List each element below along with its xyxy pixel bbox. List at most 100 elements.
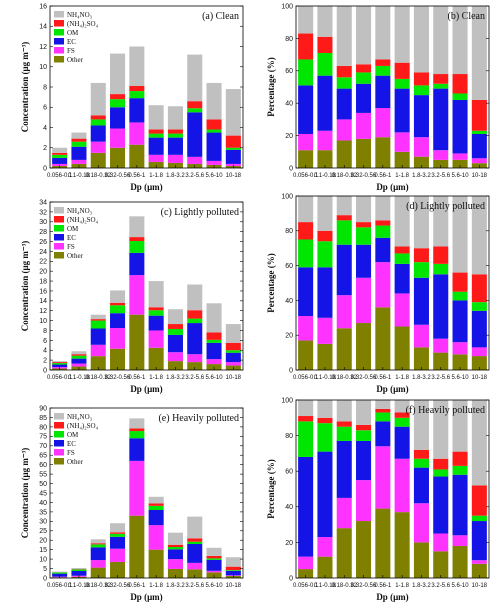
x-tick-label: 0.56-1 [128, 583, 146, 589]
y-tick-label: 40 [285, 101, 293, 108]
bar-a-4-s4 [129, 85, 145, 92]
bar-f-0-s3 [298, 421, 314, 457]
bar-c-5-s5 [148, 281, 164, 308]
bar-e-6-s1 [167, 559, 183, 569]
x-tick-label: 1.8-3.2 [166, 375, 185, 381]
x-tick-label: 1.8-3.2 [166, 583, 185, 589]
panel-b: 0204060801000.056-0.10.1-0.180.18-0.320.… [266, 3, 490, 192]
bar-b-6-s3 [413, 85, 429, 96]
bar-d-3-s2 [356, 244, 372, 278]
bars-e [52, 418, 241, 578]
x-tick-label: 3.2-5.6 [185, 375, 204, 381]
legend-label: FS [67, 449, 75, 457]
bar-e-2-s5 [90, 539, 106, 544]
x-tick-label: 1-1.8 [395, 583, 409, 589]
bar-d-2-s4 [336, 215, 352, 221]
panel-title-f: (f) Heavily polluted [406, 405, 485, 416]
x-ticks-b: 0.056-0.10.1-0.180.18-0.320.32-0.560.56-… [293, 165, 488, 179]
bar-f-2-s1 [336, 497, 352, 529]
bar-e-7-s4 [187, 538, 203, 542]
bar-a-6-s3 [167, 133, 183, 138]
y-tick-label: 12 [39, 308, 47, 315]
legend-label: EC [67, 234, 76, 242]
legend-swatch [54, 458, 64, 465]
bar-b-8-s3 [452, 93, 468, 100]
bar-e-5-s0 [148, 549, 164, 578]
bar-f-3-s5 [356, 400, 372, 425]
bar-a-4-s0 [129, 144, 145, 168]
bar-b-1-s1 [317, 130, 333, 151]
bar-d-6-s5 [413, 196, 429, 249]
legend-label: OM [67, 225, 79, 233]
y-ticks-e: 0 5 10 15 20 25 30 35 40 45 50 55 60 65 70 75 80 85 90 [39, 405, 243, 582]
bar-c-5-s2 [148, 315, 164, 331]
bar-d-9-s4 [471, 274, 487, 303]
x-tick-label: 0.32-0.56 [105, 375, 131, 381]
x-tick-label: 1-1.8 [395, 173, 409, 179]
x-axis-label-b: Dp (μm) [376, 182, 408, 192]
bar-b-3-s1 [356, 112, 372, 139]
x-tick-label: 0.56-1 [374, 583, 392, 589]
bar-d-1-s4 [317, 230, 333, 242]
bar-d-5-s5 [394, 196, 410, 247]
bar-a-6-s5 [167, 106, 183, 130]
bar-d-2-s3 [336, 220, 352, 245]
bar-e-0-s5 [52, 571, 68, 573]
bars-c [52, 216, 241, 370]
y-tick-label: 45 [39, 490, 47, 497]
bars-b [298, 6, 487, 168]
bar-f-4-s5 [375, 400, 391, 409]
x-tick-label: 10-18 [472, 583, 488, 589]
bar-a-0-s1 [52, 163, 68, 166]
legend-label: NH₄NO₃ [67, 207, 93, 215]
bar-b-4-s2 [375, 75, 391, 109]
bar-f-8-s2 [452, 474, 468, 536]
bar-a-1-s5 [71, 132, 87, 139]
bar-a-2-s2 [90, 125, 106, 142]
bar-e-7-s2 [187, 544, 203, 563]
bar-b-1-s5 [317, 6, 333, 37]
bar-f-3-s1 [356, 480, 372, 522]
bar-e-6-s0 [167, 568, 183, 578]
bar-d-6-s4 [413, 248, 429, 263]
legend-label: (NH₄)₂SO₄ [67, 216, 99, 224]
y-tick-label: 80 [285, 433, 293, 440]
bar-a-2-s5 [90, 82, 106, 116]
bar-b-1-s3 [317, 52, 333, 76]
bar-b-7-s5 [433, 6, 449, 75]
y-tick-label: 5 [43, 566, 47, 573]
legend-label: NH₄NO₃ [67, 413, 93, 421]
y-tick-label: 35 [39, 509, 47, 516]
bar-c-3-s3 [110, 305, 126, 314]
bar-a-0-s2 [52, 157, 68, 164]
y-tick-label: 80 [39, 424, 47, 431]
x-tick-label: 0.18-0.32 [332, 375, 358, 381]
bar-f-0-s1 [298, 556, 314, 570]
bar-b-6-s4 [413, 72, 429, 86]
bar-e-3-s0 [110, 561, 126, 578]
y-tick-label: 4 [43, 125, 47, 132]
bar-d-8-s4 [452, 272, 468, 292]
bar-f-4-s4 [375, 408, 391, 413]
bar-a-8-s2 [206, 132, 222, 161]
bar-a-1-s3 [71, 141, 87, 147]
y-tick-label: 14 [39, 24, 47, 31]
x-tick-label: 5.6-10 [452, 583, 470, 589]
y-tick-label: 80 [285, 228, 293, 235]
plot-frame-f [295, 399, 490, 579]
y-tick-label: 10 [39, 318, 47, 325]
bar-e-9-s5 [225, 557, 241, 567]
bar-c-1-s1 [71, 363, 87, 367]
y-axis-label-b: Percentage (%) [266, 57, 276, 117]
bar-b-2-s5 [336, 6, 352, 66]
bar-b-1-s2 [317, 75, 333, 131]
legend-label: EC [67, 38, 76, 46]
bar-e-3-s4 [110, 532, 126, 534]
bar-c-5-s3 [148, 310, 164, 316]
bar-f-8-s0 [452, 545, 468, 578]
bar-d-3-s4 [356, 222, 372, 228]
legend-label: FS [67, 47, 75, 55]
bar-a-5-s5 [148, 105, 164, 130]
bar-e-9-s4 [225, 566, 241, 571]
